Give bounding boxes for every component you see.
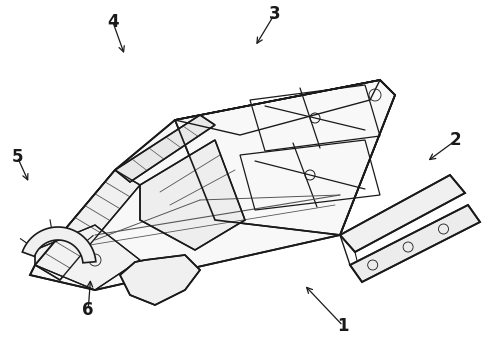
Text: 1: 1	[337, 317, 349, 335]
Text: 4: 4	[107, 13, 119, 31]
Polygon shape	[175, 80, 380, 135]
Polygon shape	[140, 140, 245, 250]
Text: 5: 5	[11, 148, 23, 166]
Polygon shape	[175, 80, 395, 235]
Polygon shape	[115, 115, 215, 182]
Polygon shape	[35, 225, 140, 290]
Polygon shape	[22, 227, 96, 263]
Polygon shape	[120, 255, 200, 305]
Text: 2: 2	[450, 131, 462, 149]
Polygon shape	[35, 170, 140, 280]
Polygon shape	[30, 80, 395, 290]
Text: 6: 6	[82, 301, 94, 319]
Text: 3: 3	[269, 5, 280, 23]
Polygon shape	[350, 205, 480, 282]
Polygon shape	[340, 175, 465, 252]
